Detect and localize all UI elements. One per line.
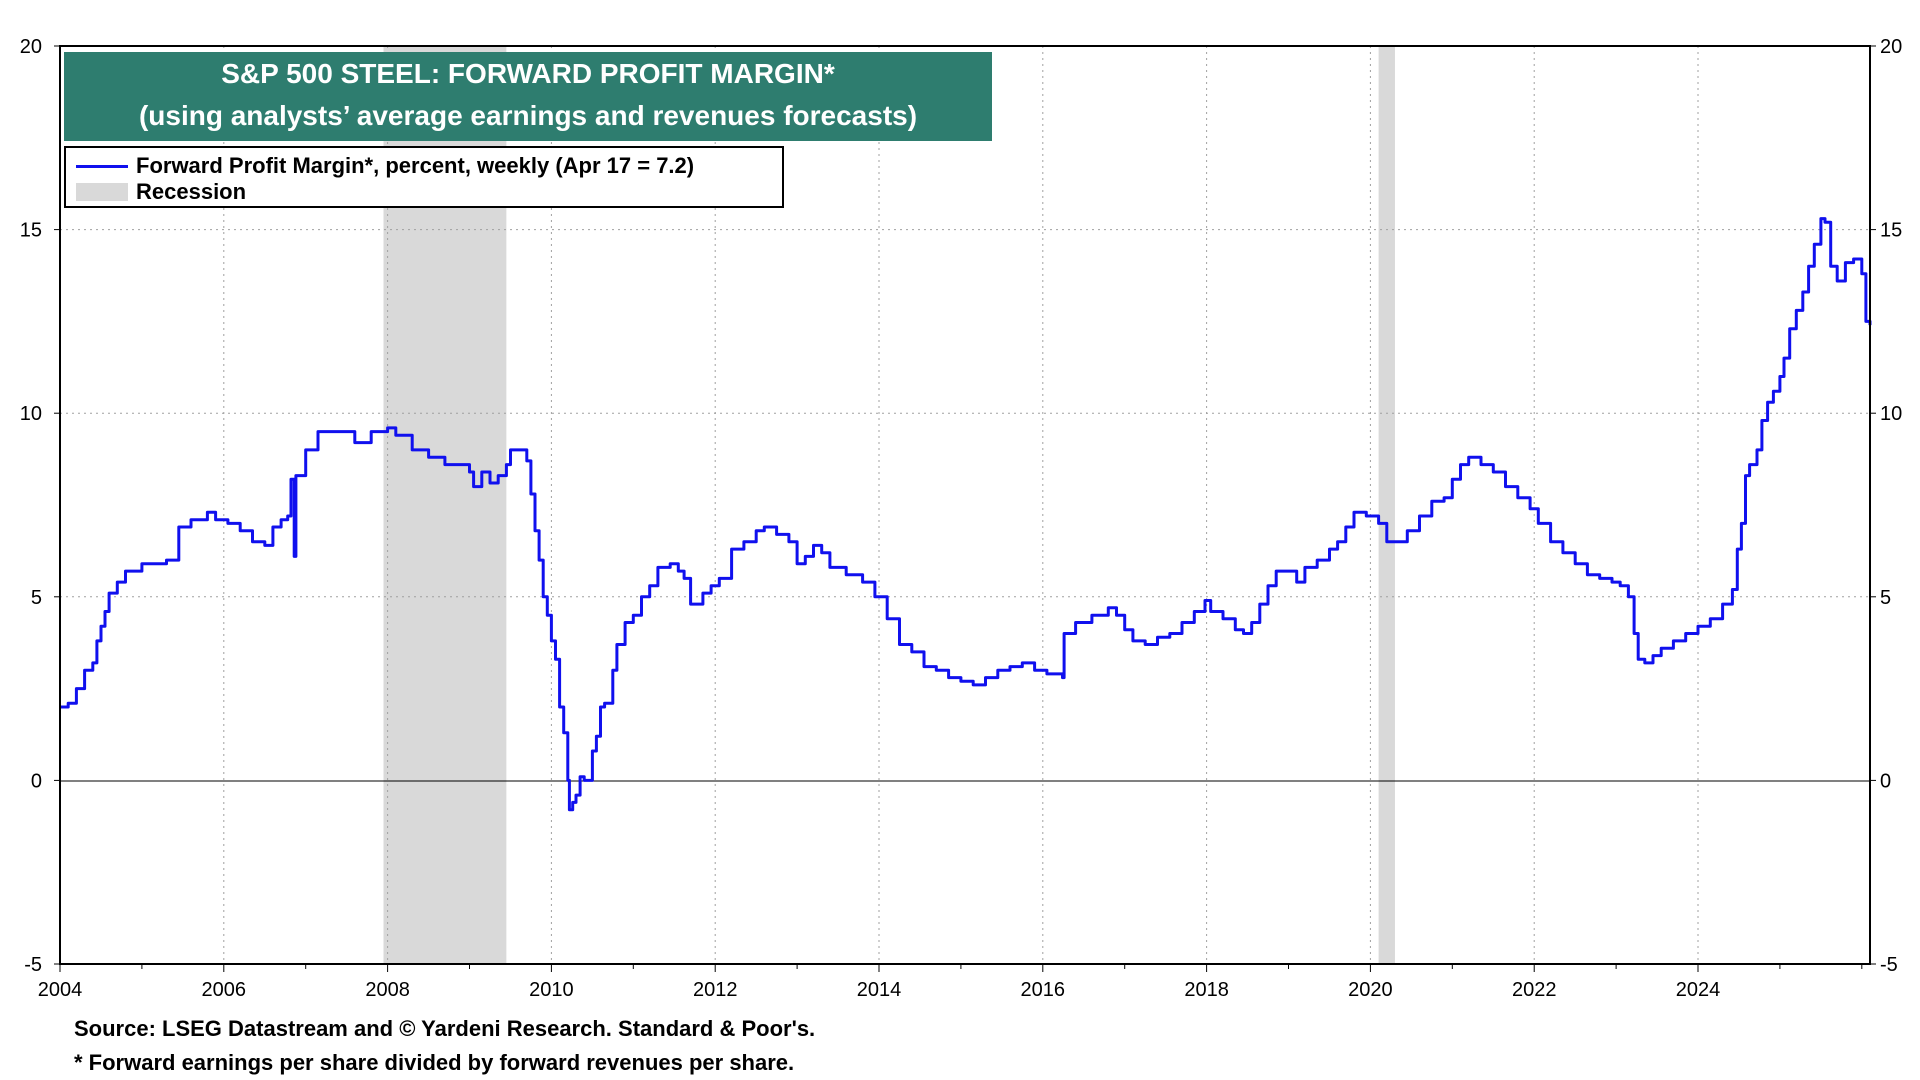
series-line-0: [60, 217, 1872, 812]
y-tick-label-right: 5: [1880, 587, 1891, 609]
chart-subtitle: (using analysts’ average earnings and re…: [138, 100, 918, 131]
y-tick-label-right: 10: [1880, 403, 1902, 425]
plot-frame: [59, 45, 1871, 965]
x-tick-label: 2004: [38, 979, 83, 1001]
y-tick-label-left: 20: [20, 36, 42, 58]
chart-title-box: S&P 500 STEEL: FORWARD PROFIT MARGIN* (u…: [64, 52, 992, 141]
recession-band-1: [1378, 46, 1395, 964]
x-tick-label: 2022: [1512, 979, 1557, 1001]
legend-item-margin: Forward Profit Margin*, percent, weekly …: [76, 153, 694, 179]
y-tick-label-left: 0: [31, 770, 42, 792]
x-tick-label: 2018: [1184, 979, 1229, 1001]
legend: Forward Profit Margin*, percent, weekly …: [64, 146, 784, 208]
legend-label-recession: Recession: [136, 179, 247, 204]
y-tick-label-left: 5: [31, 587, 42, 609]
series-layer: [60, 217, 1872, 812]
y-tick-label-right: 0: [1880, 770, 1891, 792]
legend-item-recession: Recession: [76, 179, 246, 205]
x-tick-label: 2012: [693, 979, 738, 1001]
legend-line-swatch: [76, 164, 128, 168]
legend-label-margin: Forward Profit Margin*, percent, weekly …: [136, 153, 695, 178]
y-tick-label-left: 15: [20, 220, 42, 242]
legend-recession-swatch: [76, 183, 128, 201]
x-tick-label: 2016: [1021, 979, 1066, 1001]
x-tick-label: 2014: [857, 979, 902, 1001]
footnote: * Forward earnings per share divided by …: [74, 1050, 795, 1075]
y-tick-label-right: -5: [1880, 954, 1898, 976]
x-tick-label: 2008: [365, 979, 410, 1001]
y-tick-label-right: 20: [1880, 36, 1902, 58]
y-tick-label-right: 15: [1880, 220, 1902, 242]
source-note: Source: LSEG Datastream and © Yardeni Re…: [74, 1016, 816, 1041]
x-tick-label: 2006: [202, 979, 247, 1001]
y-tick-label-left: 10: [20, 403, 42, 425]
x-tick-label: 2020: [1348, 979, 1393, 1001]
x-tick-label: 2010: [529, 979, 574, 1001]
x-tick-label: 2024: [1676, 979, 1721, 1001]
chart-title: S&P 500 STEEL: FORWARD PROFIT MARGIN*: [221, 58, 835, 89]
gridlines: [60, 46, 1870, 964]
y-tick-label-left: -5: [24, 954, 42, 976]
